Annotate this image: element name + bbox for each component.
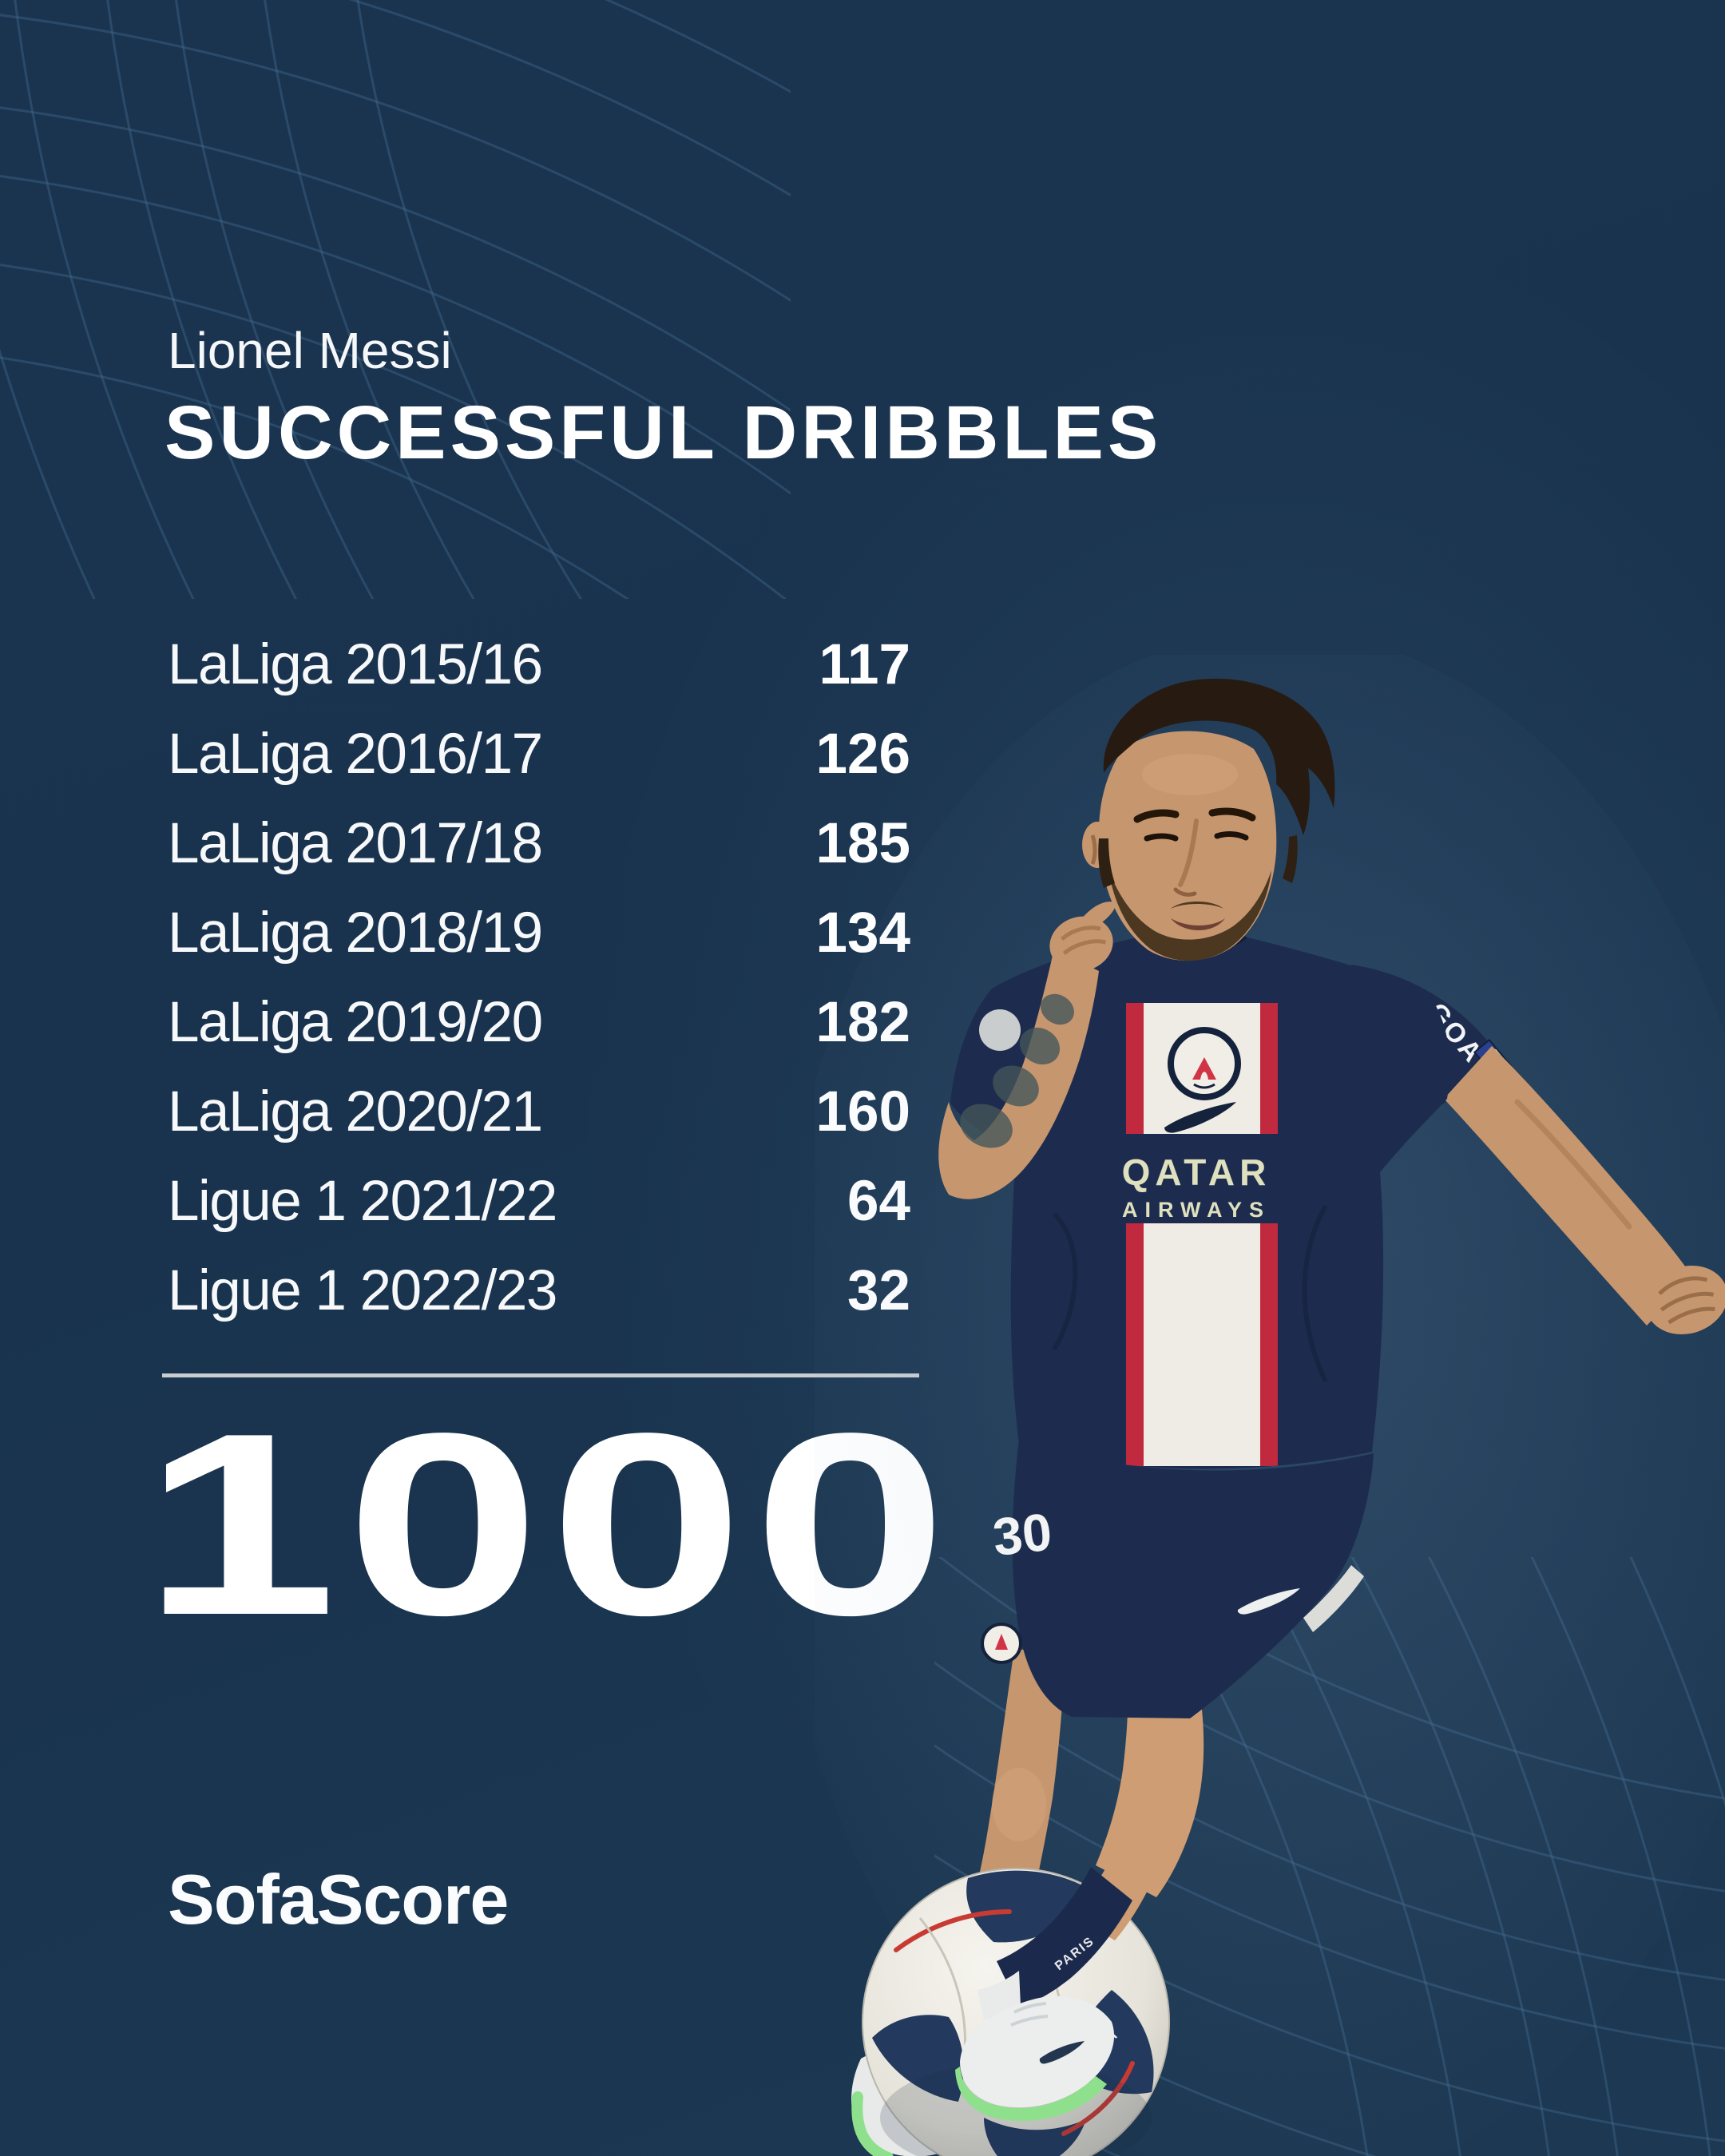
table-row: LaLiga 2017/18 185 [168,799,910,888]
stat-value: 126 [815,722,910,786]
page-title: SUCCESSFUL DRIBBLES [165,390,1163,475]
stat-label: LaLiga 2017/18 [168,811,543,875]
table-row: LaLiga 2020/21 160 [168,1067,910,1156]
front-boot [955,1995,1115,2122]
table-row: Ligue 1 2022/23 32 [168,1246,910,1335]
ligue1-patch-icon [979,1009,1021,1051]
divider-line [162,1373,919,1377]
stat-label: LaLiga 2015/16 [168,632,543,696]
shorts-number: 30 [990,1502,1055,1567]
stat-label: Ligue 1 2021/22 [168,1169,557,1233]
psg-crest-icon: PARIS [1168,1027,1241,1100]
stat-value: 185 [815,811,910,875]
player-hair [1103,678,1335,835]
stat-value: 117 [819,632,910,696]
table-row: LaLiga 2018/19 134 [168,888,910,977]
stat-label: LaLiga 2019/20 [168,990,543,1054]
player-photo: GOAT QATAR A [815,655,1725,2156]
table-row: Ligue 1 2021/22 64 [168,1156,910,1246]
total-dribbles: 1000 [142,1379,957,1669]
player-tattooed-arm [938,902,1117,1199]
table-row: LaLiga 2015/16 117 [168,620,910,709]
player-beard [1108,869,1271,961]
shorts-swoosh-icon [1237,1588,1300,1615]
player-shorts: 30 [981,1439,1374,1718]
player-head [1082,678,1335,961]
stat-label: LaLiga 2020/21 [168,1080,543,1143]
player-front-thigh [1096,1667,1204,1897]
player-name: Lionel Messi [168,322,452,379]
player-face [1098,731,1277,961]
player-front-lower-leg: PARIS [955,1854,1156,2122]
stat-label: LaLiga 2018/19 [168,901,543,965]
table-row: LaLiga 2019/20 182 [168,977,910,1067]
crest-text: PARIS [1188,1040,1221,1053]
jersey-sponsor-line2: AIRWAYS [1122,1198,1271,1222]
player-jersey: QATAR AIRWAYS PARIS [950,927,1450,1469]
stats-list: LaLiga 2015/16 117 LaLiga 2016/17 126 La… [168,620,910,1335]
stat-label: Ligue 1 2022/23 [168,1258,557,1322]
stat-label: LaLiga 2016/17 [168,722,543,786]
nike-swoosh-icon [1164,1102,1236,1133]
table-row: LaLiga 2016/17 126 [168,709,910,799]
sofascore-logo: SofaScore [168,1860,509,1939]
jersey-sponsor-line1: QATAR [1122,1151,1271,1193]
